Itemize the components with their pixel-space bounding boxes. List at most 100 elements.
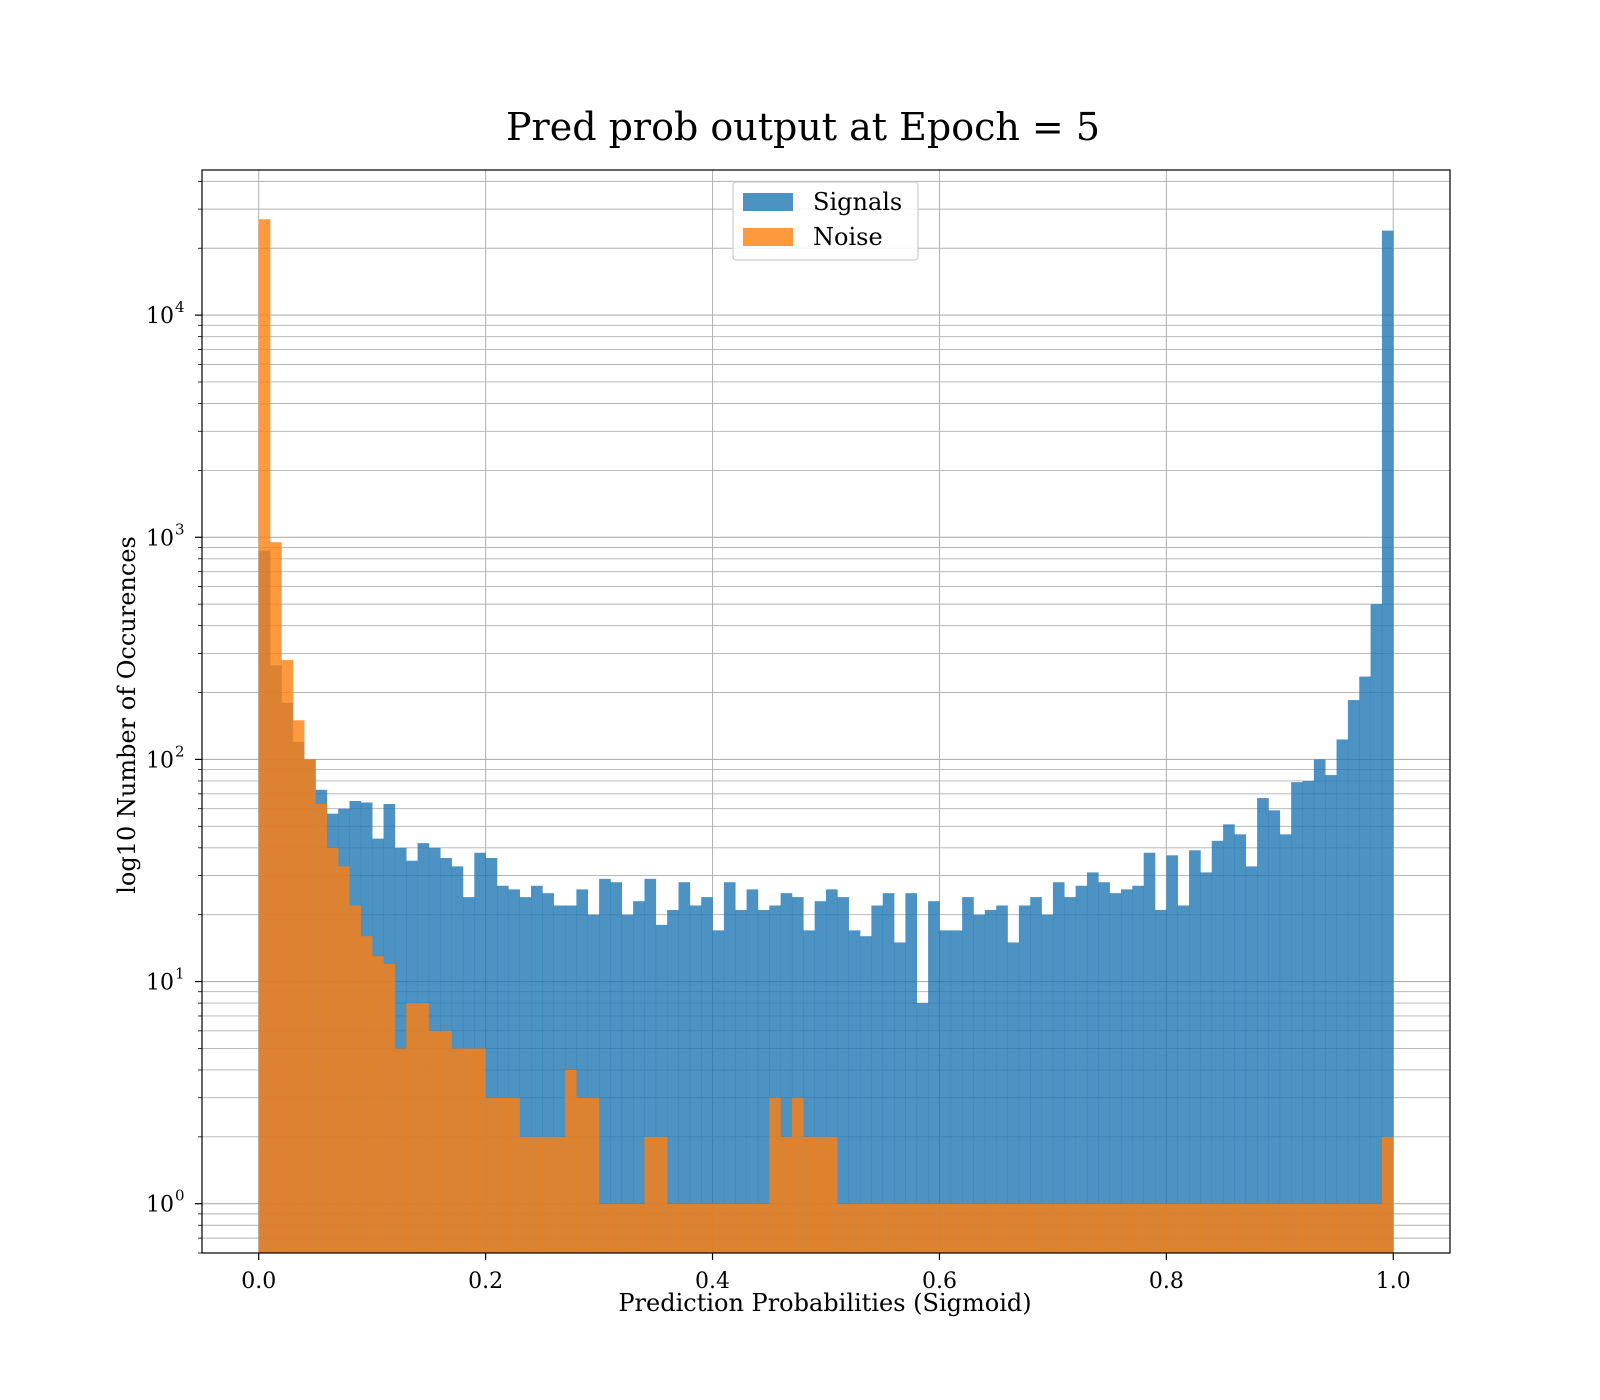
noise-bar [440, 1030, 452, 1253]
x-axis: 0.0 0.2 0.4 0.6 0.8 1.0 [241, 1253, 1411, 1294]
noise-bar [1041, 1203, 1054, 1253]
noise-bar [667, 1203, 679, 1253]
signals-bar [791, 897, 804, 1253]
legend-swatch-signals [743, 193, 793, 211]
signals-bar [984, 909, 997, 1253]
noise-bar [882, 1203, 895, 1253]
noise-bar [1268, 1203, 1281, 1253]
noise-bar [928, 1203, 940, 1253]
noise-bar [1007, 1203, 1020, 1253]
signals-bar [1098, 882, 1110, 1253]
signals-bar [962, 897, 974, 1253]
noise-bar [701, 1203, 713, 1253]
noise-bar [315, 803, 328, 1253]
signals-bar [1166, 855, 1179, 1253]
noise-bar [1211, 1203, 1224, 1253]
signals-bar [701, 897, 713, 1253]
noise-bar [939, 1203, 952, 1253]
noise-bar [769, 1097, 781, 1253]
noise-bar [587, 1097, 600, 1253]
noise-bar [417, 1003, 430, 1253]
noise-bar [996, 1203, 1008, 1253]
signals-bar [655, 924, 668, 1253]
signals-bar [1200, 872, 1213, 1253]
x-tick-label: 0.4 [695, 1269, 730, 1294]
signals-bar [553, 905, 566, 1253]
noise-bar [1086, 1203, 1099, 1253]
signals-bar [1018, 905, 1031, 1253]
y-tick-label: 10 [146, 1193, 174, 1218]
noise-bar [270, 542, 282, 1253]
signals-bar [1155, 909, 1167, 1253]
noise-bar [1132, 1203, 1144, 1253]
noise-bar [1223, 1203, 1235, 1253]
noise-bar [428, 1030, 441, 1253]
noise-bar [531, 1136, 543, 1253]
noise-bar [326, 847, 339, 1253]
noise-bar [1120, 1203, 1133, 1253]
noise-bar [485, 1097, 498, 1253]
signals-bar [769, 905, 781, 1253]
noise-bar [1052, 1203, 1065, 1253]
x-tick-label: 0.8 [1149, 1269, 1184, 1294]
noise-bar [1166, 1203, 1179, 1253]
noise-bar [281, 660, 294, 1253]
y-tick-exponent: 3 [175, 520, 185, 538]
noise-bar [542, 1136, 555, 1253]
noise-bar [1245, 1203, 1258, 1253]
signals-bar [950, 930, 963, 1253]
signals-bar [1064, 897, 1076, 1253]
signals-bar [1007, 942, 1020, 1253]
legend: Signals Noise [732, 181, 919, 261]
noise-bar [1257, 1203, 1269, 1253]
noise-bar [258, 219, 271, 1253]
signals-bar [757, 909, 770, 1253]
signals-bar [1132, 885, 1144, 1253]
signals-bar [939, 930, 952, 1253]
noise-bar [1109, 1203, 1122, 1253]
signals-bar [723, 882, 736, 1253]
signals-bar [1223, 824, 1235, 1253]
signals-bar [973, 914, 986, 1253]
signals-bar [644, 878, 657, 1253]
signals-bar [610, 882, 623, 1253]
signals-bar [1325, 775, 1337, 1253]
noise-bar [1381, 1136, 1394, 1253]
noise-bar [1155, 1203, 1167, 1253]
signals-bar [905, 893, 918, 1253]
signals-bar [678, 882, 691, 1253]
noise-bar [338, 866, 350, 1253]
noise-bar [837, 1203, 849, 1253]
signals-bar [1336, 739, 1349, 1253]
signals-bar [996, 905, 1008, 1253]
signals-bar [1291, 782, 1303, 1253]
y-tick-label: 10 [146, 748, 174, 773]
signals-bar [1075, 885, 1088, 1253]
noise-bar [462, 1048, 475, 1253]
noise-bar [689, 1203, 702, 1253]
signals-bar [485, 857, 498, 1253]
noise-bar [349, 905, 362, 1253]
noise-bar [360, 936, 373, 1253]
x-tick-label: 0.6 [922, 1269, 957, 1294]
noise-bar [791, 1097, 804, 1253]
noise-bar [678, 1203, 691, 1253]
noise-bar [292, 720, 305, 1253]
noise-bar [1030, 1203, 1042, 1253]
signals-bar [1359, 676, 1371, 1253]
signals-bar [928, 901, 940, 1253]
noise-bar [1279, 1203, 1292, 1253]
y-tick-exponent: 0 [175, 1187, 185, 1205]
signals-bar [508, 889, 520, 1253]
signals-bar [1143, 852, 1156, 1253]
signals-bar [746, 889, 759, 1253]
noise-bar [1143, 1203, 1156, 1253]
signals-bar [894, 942, 906, 1253]
signals-bar [882, 893, 895, 1253]
signals-bar [1052, 882, 1065, 1253]
noise-bar [871, 1203, 884, 1253]
signals-bar [633, 901, 645, 1253]
signals-bar [1245, 866, 1258, 1253]
